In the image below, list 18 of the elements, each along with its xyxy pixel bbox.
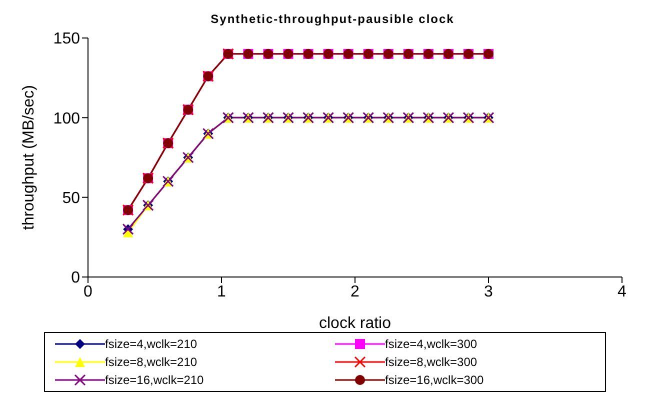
legend-label: fsize=4,wclk=300 bbox=[385, 337, 478, 351]
x-tick-label: 3 bbox=[484, 283, 494, 300]
x-tick-label: 2 bbox=[350, 283, 360, 300]
y-tick-label: 0 bbox=[71, 270, 80, 287]
x-tick-label: 1 bbox=[217, 283, 226, 300]
legend-label: fsize=4,wclk=210 bbox=[105, 337, 198, 351]
chart-title: Synthetic-throughput-pausible clock bbox=[210, 11, 456, 28]
x-tick-label: 4 bbox=[618, 283, 627, 300]
legend-label: fsize=8,wclk=300 bbox=[385, 355, 478, 369]
y-axis-title: throughput (MB/sec) bbox=[20, 85, 38, 230]
legend-label: fsize=16,wclk=300 bbox=[385, 373, 484, 387]
x-axis-title: clock ratio bbox=[318, 315, 392, 332]
y-tick-label: 150 bbox=[53, 30, 80, 48]
y-tick-label: 100 bbox=[53, 110, 80, 128]
legend-label: fsize=8,wclk=210 bbox=[105, 355, 198, 369]
legend-label: fsize=16,wclk=210 bbox=[105, 373, 204, 387]
y-tick-label: 50 bbox=[62, 190, 80, 208]
x-tick-label: 0 bbox=[84, 283, 93, 300]
